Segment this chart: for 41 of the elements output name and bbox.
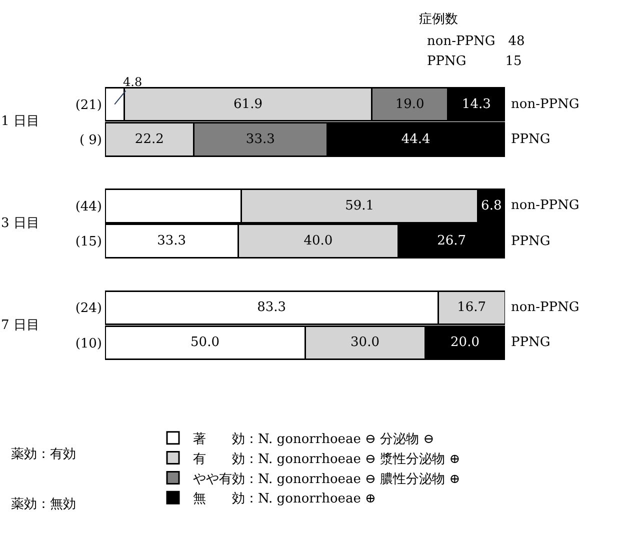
- text: 7 日目: [1, 318, 40, 333]
- text: 1 日目: [1, 114, 40, 129]
- y-tick-label: (21): [75, 98, 102, 113]
- data-label: 26.7: [437, 234, 466, 249]
- data-label: 59.1: [345, 198, 374, 214]
- data-label: 30.0: [350, 335, 380, 350]
- data-label: 4.8: [123, 75, 142, 89]
- text: 薬効：無効: [11, 497, 76, 512]
- data-label: 33.3: [157, 234, 186, 249]
- legend-label: 有 効：N. gonorrhoeae ⊖ 漿性分泌物 ⊕: [193, 452, 460, 467]
- y-tick-label: (24): [75, 301, 102, 316]
- text: PPNG: [511, 335, 550, 350]
- legend-label: 著 効：N. gonorrhoeae ⊖ 分泌物 ⊖: [193, 432, 434, 447]
- legend-label: 無 効：N. gonorrhoeae ⊕: [193, 492, 376, 507]
- y-tick-label: ( 9): [79, 132, 102, 148]
- data-label: 14.3: [462, 96, 491, 112]
- data-label: 16.7: [457, 300, 486, 316]
- y-tick-label: (10): [75, 336, 102, 352]
- y-tick-label: (15): [75, 234, 102, 250]
- data-label: 61.9: [234, 96, 262, 112]
- data-label: 6.8: [481, 198, 502, 214]
- data-label: 19.0: [395, 96, 424, 112]
- data-label: 40.0: [304, 234, 333, 249]
- y-tick-label: (44): [75, 200, 102, 215]
- data-label: 83.3: [257, 300, 286, 316]
- text: PPNG: [511, 234, 550, 249]
- data-label: 22.2: [134, 132, 164, 147]
- legend-label: やや有効：N. gonorrhoeae ⊖ 膿性分泌物 ⊕: [193, 472, 460, 487]
- text: non-PPNG: [511, 97, 580, 112]
- data-label: 50.0: [190, 335, 220, 350]
- text: non-PPNG 48: [427, 34, 525, 49]
- data-label: 20.0: [450, 335, 480, 350]
- text: 3 日目: [1, 216, 40, 231]
- text: 症例数: [419, 12, 458, 27]
- text: 薬効：有効: [11, 447, 76, 462]
- text: PPNG 15: [427, 54, 522, 69]
- text: non-PPNG: [511, 300, 580, 315]
- text: non-PPNG: [511, 198, 580, 213]
- data-label: 44.4: [401, 132, 430, 147]
- data-label: 33.3: [246, 132, 275, 147]
- text: PPNG: [511, 132, 550, 147]
